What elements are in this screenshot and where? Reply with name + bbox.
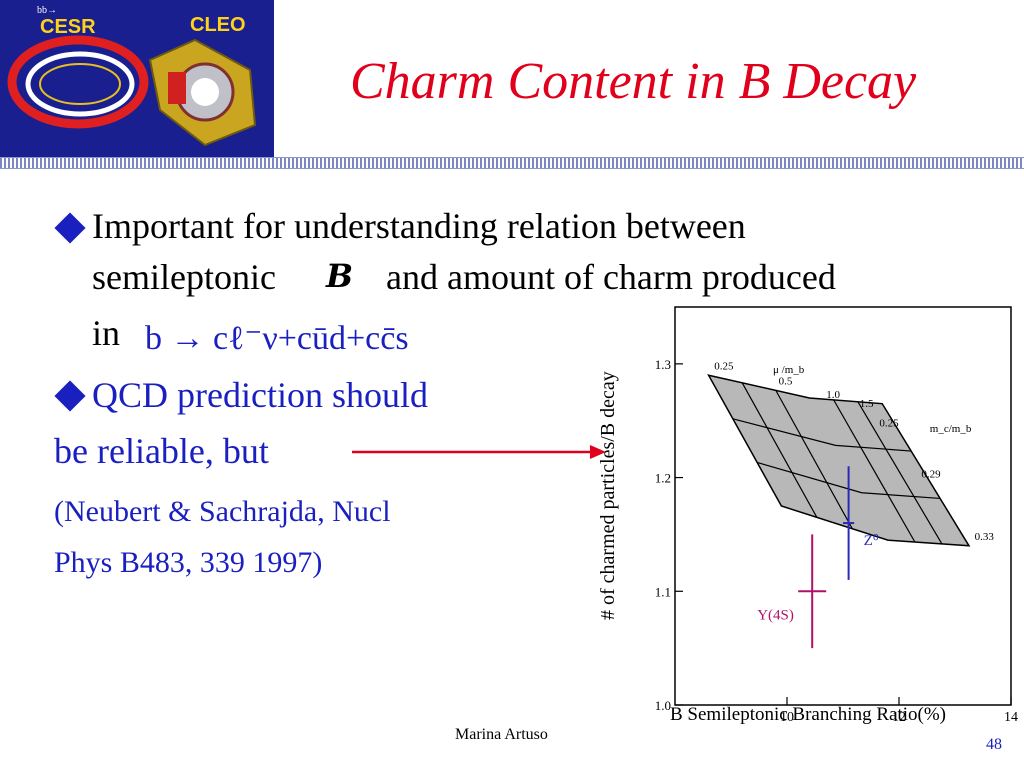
x-tick-label: 10 [780, 710, 794, 725]
cesr-label: CESR [40, 16, 96, 38]
y-tick-label: 1.2 [655, 471, 671, 486]
storage-ring-outer [7, 35, 149, 129]
pointer-arrow [352, 445, 606, 459]
theory-band: μ /m_b 0.25 0.5 1.0 1.5 m_c/m_b 0.25 0.29 0.33 [707, 361, 995, 547]
page-number: 48 [986, 736, 1002, 753]
point-label: Υ(4S) [757, 607, 794, 623]
mc-value-label: 0.25 [879, 417, 899, 429]
storage-ring-core [39, 63, 121, 105]
plot-frame [674, 306, 1012, 706]
cesr-cleo-logo: bb→ CESR CLEO [0, 0, 274, 157]
mu-value-label: 0.5 [779, 375, 793, 387]
bullet-diamond-icon [54, 212, 86, 244]
reference-line-1: (Neubert & Sachrajda, Nucl [54, 495, 391, 528]
bullet-2-line-2: be reliable, but [54, 431, 269, 471]
header-divider [0, 157, 1024, 169]
y-tick-label: 1.0 [655, 698, 671, 713]
band-grid-line [857, 401, 943, 545]
arrow-head [590, 445, 606, 459]
mu-value-label: 1.0 [826, 389, 840, 401]
mu-value-label: 0.25 [714, 361, 734, 373]
y-axis-label: # of charmed particles/B decay [600, 371, 619, 620]
mu-value-label: 1.5 [860, 398, 874, 410]
decay-formula: b → cℓ⁻ν+cūd+cc̄s [145, 320, 409, 357]
mu-header-label: μ /m_b [773, 364, 805, 376]
band-region [707, 374, 971, 547]
reference-line-2: Phys B483, 339 1997) [54, 546, 323, 579]
bullet-1-line-1: Important for understanding relation bet… [92, 206, 746, 246]
bullet-1-line-3: in [92, 313, 121, 353]
mc-header-label: m_c/m_b [930, 423, 972, 435]
mc-value-label: 0.33 [975, 531, 995, 543]
x-tick-label: 12 [892, 710, 906, 725]
detector-endcap [168, 72, 186, 104]
point-label: Z⁰ [864, 533, 879, 549]
semileptonic-b-symbol: B [326, 257, 354, 295]
detector-core [191, 78, 219, 106]
bullet-2-line-1: QCD prediction should [92, 375, 428, 415]
band-grid-line [741, 382, 818, 518]
x-axis-label: B Semileptonic Branching Ratio(%) [670, 704, 946, 725]
footer-author: Marina Artuso [455, 726, 548, 743]
y-tick-label: 1.1 [655, 584, 671, 599]
logo-graphic [7, 35, 257, 147]
bullet-1-line-2a: semileptonic [92, 257, 276, 297]
y-tick-label: 1.3 [655, 357, 671, 372]
charm-yield-chart: μ /m_b 0.25 0.5 1.0 1.5 m_c/m_b 0.25 0.29 0.33 1… [600, 306, 1018, 725]
logo-small-text: bb→ [37, 5, 57, 16]
band-grid-line [775, 390, 853, 530]
slide-title: Charm Content in B Decay [350, 53, 917, 110]
x-axis-ticks: 10 12 14 [780, 697, 1018, 725]
band-grid-line [833, 399, 916, 543]
bullet-diamond-icon [54, 380, 86, 412]
cleo-label: CLEO [190, 14, 246, 36]
y-axis-ticks: 1.0 1.1 1.2 1.3 [655, 357, 683, 713]
x-tick-label: 14 [1004, 710, 1018, 725]
measurement-points: Υ(4S) Z⁰ [757, 466, 879, 649]
storage-ring-inner [25, 51, 135, 117]
mc-value-label: 0.29 [921, 469, 941, 481]
bullet-1-line-2b: and amount of charm produced [386, 257, 836, 297]
